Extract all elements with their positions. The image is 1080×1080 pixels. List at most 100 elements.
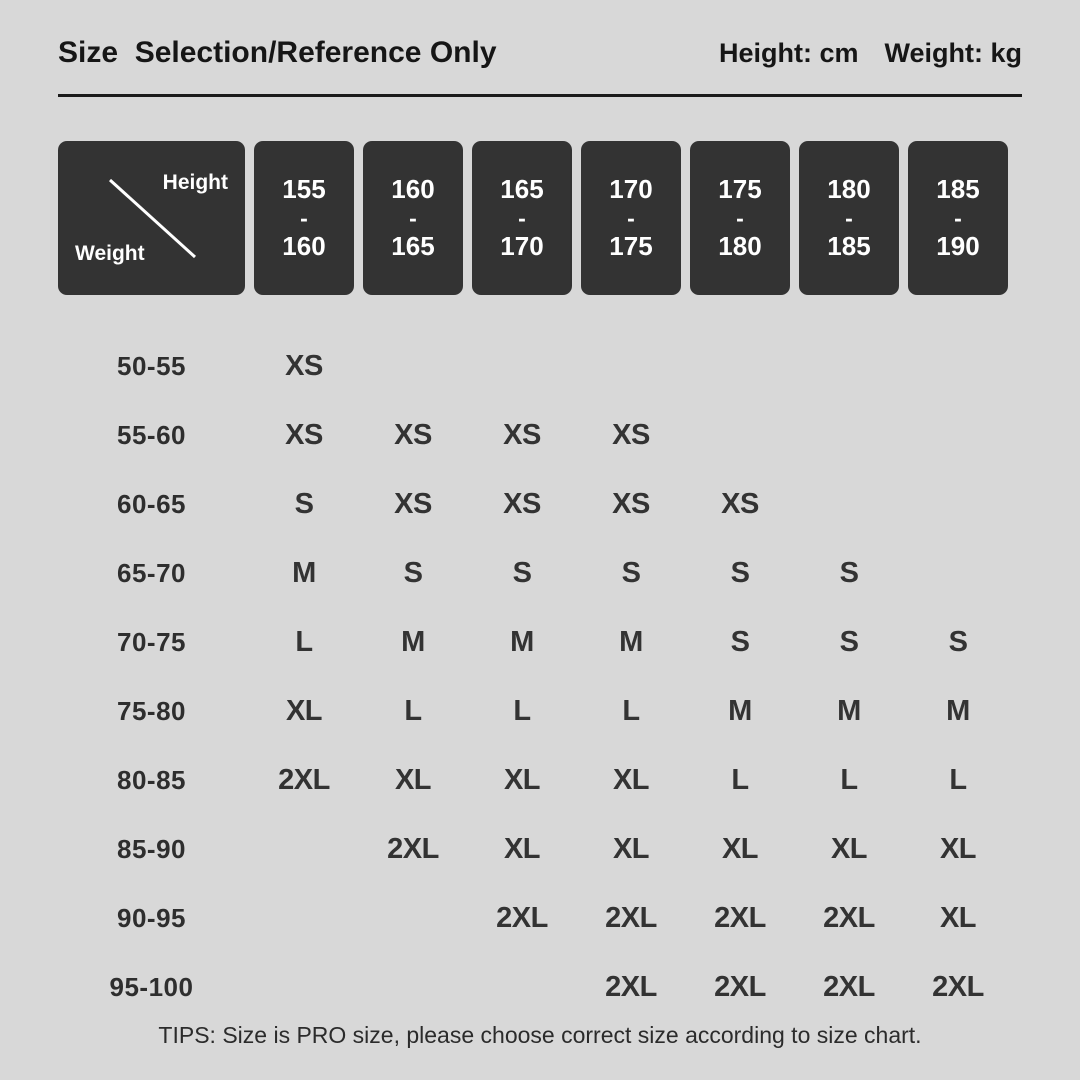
column-header-top: 185 bbox=[936, 174, 980, 205]
column-header-bottom: 180 bbox=[718, 231, 762, 262]
corner-height-label: Height bbox=[162, 171, 228, 194]
size-cell: XL bbox=[939, 833, 977, 865]
size-cell: 2XL bbox=[932, 971, 984, 1003]
column-header-dash: - bbox=[845, 204, 853, 231]
column-header-top: 155 bbox=[282, 174, 326, 205]
table-row: 85-90 2XL XL XL XL XL XL bbox=[58, 815, 1022, 884]
size-cell: M bbox=[401, 626, 425, 658]
size-cell: L bbox=[949, 764, 967, 796]
size-cell: XS bbox=[394, 419, 432, 451]
corner-weight-label: Weight bbox=[75, 242, 145, 265]
column-header-top: 180 bbox=[827, 174, 871, 205]
unit-weight-label: Weight: kg bbox=[884, 37, 1023, 68]
column-header-top: 165 bbox=[500, 174, 544, 205]
column-header-4: 175 - 180 bbox=[690, 141, 790, 295]
size-cell: S bbox=[839, 557, 859, 589]
column-header-bottom: 170 bbox=[500, 231, 544, 262]
row-label: 80-85 bbox=[117, 765, 186, 795]
column-header-5: 180 - 185 bbox=[799, 141, 899, 295]
column-header-dash: - bbox=[736, 204, 744, 231]
column-header-bottom: 190 bbox=[936, 231, 980, 262]
size-cell: L bbox=[513, 695, 531, 727]
size-cell: XL bbox=[939, 902, 977, 934]
column-header-dash: - bbox=[300, 204, 308, 231]
size-cell: XL bbox=[830, 833, 868, 865]
column-header-2: 165 - 170 bbox=[472, 141, 572, 295]
size-cell: S bbox=[948, 626, 968, 658]
size-cell: S bbox=[403, 557, 423, 589]
size-cell: 2XL bbox=[714, 971, 766, 1003]
size-cell: S bbox=[730, 626, 750, 658]
table-row: 75-80 XL L L L M M M bbox=[58, 677, 1022, 746]
row-label: 95-100 bbox=[109, 972, 194, 1002]
table-row: 80-85 2XL XL XL XL L L L bbox=[58, 746, 1022, 815]
row-label: 65-70 bbox=[117, 558, 186, 588]
size-cell: XL bbox=[503, 833, 541, 865]
size-cell: XS bbox=[503, 488, 541, 520]
size-cell: XL bbox=[503, 764, 541, 796]
column-header-bottom: 160 bbox=[282, 231, 326, 262]
diagonal-divider-icon bbox=[108, 178, 197, 259]
table-header-row: Height Weight 155 - 160 160 - 165 165 - … bbox=[58, 141, 1022, 295]
size-cell: XS bbox=[394, 488, 432, 520]
column-header-dash: - bbox=[409, 204, 417, 231]
size-cell: S bbox=[730, 557, 750, 589]
size-cell: M bbox=[946, 695, 970, 727]
column-header-3: 170 - 175 bbox=[581, 141, 681, 295]
size-cell: XS bbox=[285, 350, 323, 382]
column-header-bottom: 185 bbox=[827, 231, 871, 262]
column-header-6: 185 - 190 bbox=[908, 141, 1008, 295]
table-row: 95-100 2XL 2XL 2XL 2XL bbox=[58, 953, 1022, 1022]
size-cell: XL bbox=[612, 833, 650, 865]
row-label: 85-90 bbox=[117, 834, 186, 864]
size-cell: 2XL bbox=[605, 971, 657, 1003]
row-label: 50-55 bbox=[117, 351, 186, 381]
page-header: Size Selection/Reference Only Height: cm… bbox=[58, 30, 1022, 76]
column-header-top: 170 bbox=[609, 174, 653, 205]
size-cell: L bbox=[295, 626, 313, 658]
size-cell: M bbox=[510, 626, 534, 658]
size-cell: XL bbox=[285, 695, 323, 727]
size-cell: XS bbox=[503, 419, 541, 451]
size-cell: M bbox=[292, 557, 316, 589]
table-row: 50-55 XS bbox=[58, 332, 1022, 401]
size-cell: L bbox=[622, 695, 640, 727]
size-cell: M bbox=[728, 695, 752, 727]
row-label: 70-75 bbox=[117, 627, 186, 657]
column-header-bottom: 165 bbox=[391, 231, 435, 262]
size-cell: M bbox=[619, 626, 643, 658]
size-cell: XL bbox=[721, 833, 759, 865]
size-cell: L bbox=[840, 764, 858, 796]
tips-note: TIPS: Size is PRO size, please choose co… bbox=[158, 1022, 922, 1048]
size-cell: L bbox=[404, 695, 422, 727]
size-cell: 2XL bbox=[496, 902, 548, 934]
column-header-bottom: 175 bbox=[609, 231, 653, 262]
column-header-dash: - bbox=[954, 204, 962, 231]
column-header-1: 160 - 165 bbox=[363, 141, 463, 295]
column-header-dash: - bbox=[518, 204, 526, 231]
size-cell: S bbox=[512, 557, 532, 589]
row-label: 60-65 bbox=[117, 489, 186, 519]
size-cell: S bbox=[839, 626, 859, 658]
column-header-top: 175 bbox=[718, 174, 762, 205]
axis-corner-cell: Height Weight bbox=[58, 141, 245, 295]
row-label: 75-80 bbox=[117, 696, 186, 726]
column-header-dash: - bbox=[627, 204, 635, 231]
size-cell: XS bbox=[721, 488, 759, 520]
size-cell: XL bbox=[394, 764, 432, 796]
table-row: 55-60 XS XS XS XS bbox=[58, 401, 1022, 470]
row-label: 55-60 bbox=[117, 420, 186, 450]
page-title: Size Selection/Reference Only bbox=[58, 36, 497, 69]
column-header-top: 160 bbox=[391, 174, 435, 205]
size-cell: 2XL bbox=[387, 833, 439, 865]
table-row: 60-65 S XS XS XS XS bbox=[58, 470, 1022, 539]
column-header-0: 155 - 160 bbox=[254, 141, 354, 295]
size-cell: XS bbox=[612, 419, 650, 451]
row-label: 90-95 bbox=[117, 903, 186, 933]
size-cell: 2XL bbox=[714, 902, 766, 934]
size-cell: 2XL bbox=[278, 764, 330, 796]
size-cell: XS bbox=[612, 488, 650, 520]
unit-legend: Height: cm Weight: kg bbox=[719, 38, 1022, 69]
size-matrix: 50-55 XS 55-60 XS XS XS XS 60-65 S XS XS… bbox=[58, 332, 1022, 1022]
size-cell: 2XL bbox=[823, 902, 875, 934]
